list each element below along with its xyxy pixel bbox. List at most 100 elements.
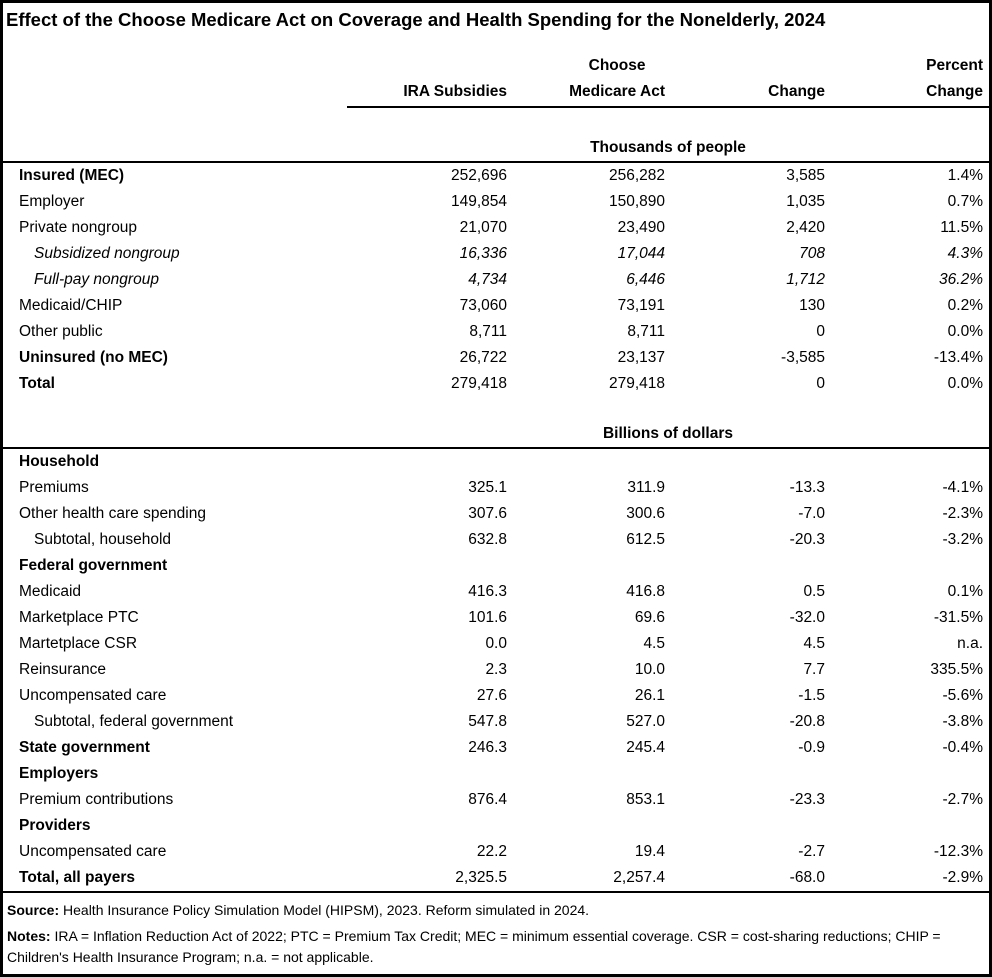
cell-choose-medicare-act: 612.5 [626,531,665,548]
table-row-medicaid: Medicaid 416.3 416.8 0.5 0.1% [3,579,989,605]
table-row-total-people: Total 279,418 279,418 0 0.0% [3,371,989,397]
cell-ira-subsidies [347,448,507,475]
row-label: Other public [19,323,103,340]
cell-change: -13.3 [789,479,825,496]
cell-choose-medicare-act: 416.8 [626,583,665,600]
cell-choose-medicare-act: 73,191 [617,297,665,314]
data-table: IRA Subsidies Choose Medicare Act Change … [3,33,989,891]
row-label: Premium contributions [19,791,174,808]
cell-ira-subsidies: 876.4 [468,791,507,808]
cell-ira-subsidies: 252,696 [450,167,507,184]
cell-ira-subsidies: 149,854 [450,193,507,210]
table-row-providers: Providers [3,813,989,839]
cell-change: -20.8 [789,713,825,730]
table-footer: Source: Health Insurance Policy Simulati… [3,891,989,968]
cell-choose-medicare-act: 256,282 [608,167,665,184]
table-row-employers: Employers [3,761,989,787]
cell-change: 1,712 [786,271,825,288]
table-row-state-government: State government 246.3 245.4 -0.9 -0.4% [3,735,989,761]
cell-change: 2,420 [786,219,825,236]
cell-choose-medicare-act [507,553,665,579]
cell-change: -32.0 [789,609,825,626]
cell-change [665,761,825,787]
row-label: Employer [19,193,85,210]
cell-percent-change [825,553,989,579]
spacer-row [3,107,989,135]
table-row-reinsurance: Reinsurance 2.3 10.0 7.7 335.5% [3,657,989,683]
cell-percent-change: 0.0% [947,375,983,392]
cell-ira-subsidies: 547.8 [468,713,507,730]
table-row-uncompensated-care-federal: Uncompensated care 27.6 26.1 -1.5 -5.6% [3,683,989,709]
table-row-uncompensated-care-providers: Uncompensated care 22.2 19.4 -2.7 -12.3% [3,839,989,865]
table-row-subtotal-federal-government: Subtotal, federal government 547.8 527.0… [3,709,989,735]
notes-text: IRA = Inflation Reduction Act of 2022; P… [7,928,941,965]
cell-ira-subsidies: 21,070 [459,219,507,236]
row-label: Martetplace CSR [19,635,138,652]
column-header-change: Change [665,33,825,108]
cell-ira-subsidies: 325.1 [468,479,507,496]
cell-ira-subsidies [347,553,507,579]
cell-choose-medicare-act: 23,137 [617,349,665,366]
cell-choose-medicare-act: 2,257.4 [613,869,665,886]
cell-ira-subsidies: 2,325.5 [455,869,507,886]
cell-choose-medicare-act: 26.1 [634,687,665,704]
row-label: State government [19,739,150,756]
cell-percent-change: -2.7% [942,791,984,808]
cell-change [665,813,825,839]
row-label: Uncompensated care [19,843,167,860]
column-header-percent-change: Percent Change [825,33,989,108]
cell-ira-subsidies: 101.6 [468,609,507,626]
row-label: Subtotal, household [34,531,172,548]
cell-choose-medicare-act: 300.6 [626,505,665,522]
cell-choose-medicare-act: 10.0 [634,661,665,678]
cell-choose-medicare-act: 311.9 [627,479,665,496]
column-header-choose-medicare-act: Choose Medicare Act [507,33,665,108]
cell-ira-subsidies: 279,418 [450,375,507,392]
row-label: Reinsurance [19,661,107,678]
cell-percent-change: -2.3% [942,505,984,522]
cell-ira-subsidies [347,761,507,787]
table-row-medicaid-chip: Medicaid/CHIP 73,060 73,191 130 0.2% [3,293,989,319]
row-label: Subtotal, federal government [34,713,234,730]
table-row-other-public: Other public 8,711 8,711 0 0.0% [3,319,989,345]
source-text: Health Insurance Policy Simulation Model… [63,902,590,918]
cell-ira-subsidies: 27.6 [476,687,507,704]
cell-percent-change: -3.8% [942,713,984,730]
table-row-other-health-care-spending: Other health care spending 307.6 300.6 -… [3,501,989,527]
section-unit-label: Thousands of people [347,135,989,163]
cell-percent-change: 11.5% [940,219,983,236]
source-label: Source: [7,902,60,918]
cell-change: 0.5 [803,583,825,600]
page-title: Effect of the Choose Medicare Act on Cov… [6,9,826,30]
table-row-subtotal-household: Subtotal, household 632.8 612.5 -20.3 -3… [3,527,989,553]
cell-ira-subsidies: 2.3 [485,661,507,678]
cell-percent-change: -4.1% [942,479,984,496]
cell-change: 130 [799,297,825,314]
row-label: Uncompensated care [19,687,167,704]
cell-change: -3,585 [781,349,825,366]
cell-change: 7.7 [803,661,825,678]
cell-change: 3,585 [786,167,825,184]
section-header-row: Billions of dollars [3,421,989,449]
table-row-marketplace-csr: Martetplace CSR 0.0 4.5 4.5 n.a. [3,631,989,657]
notes-note: Notes: IRA = Inflation Reduction Act of … [7,926,983,968]
cell-change: -2.7 [798,843,825,860]
cell-choose-medicare-act [507,813,665,839]
cell-ira-subsidies: 307.6 [468,505,507,522]
column-header-row: IRA Subsidies Choose Medicare Act Change … [3,33,989,108]
cell-percent-change [825,448,989,475]
cell-percent-change: -0.4% [942,739,984,756]
cell-percent-change: 0.7% [947,193,983,210]
cell-change [665,553,825,579]
cell-choose-medicare-act: 4.5 [643,635,665,652]
cell-change: 0 [816,323,825,340]
cell-choose-medicare-act: 853.1 [626,791,665,808]
row-label: Total, all payers [19,869,136,886]
cell-choose-medicare-act: 527.0 [626,713,665,730]
cell-percent-change: -5.6% [942,687,984,704]
source-note: Source: Health Insurance Policy Simulati… [7,900,983,921]
cell-ira-subsidies: 632.8 [468,531,507,548]
row-label: Total [19,375,55,392]
cell-ira-subsidies: 416.3 [468,583,507,600]
